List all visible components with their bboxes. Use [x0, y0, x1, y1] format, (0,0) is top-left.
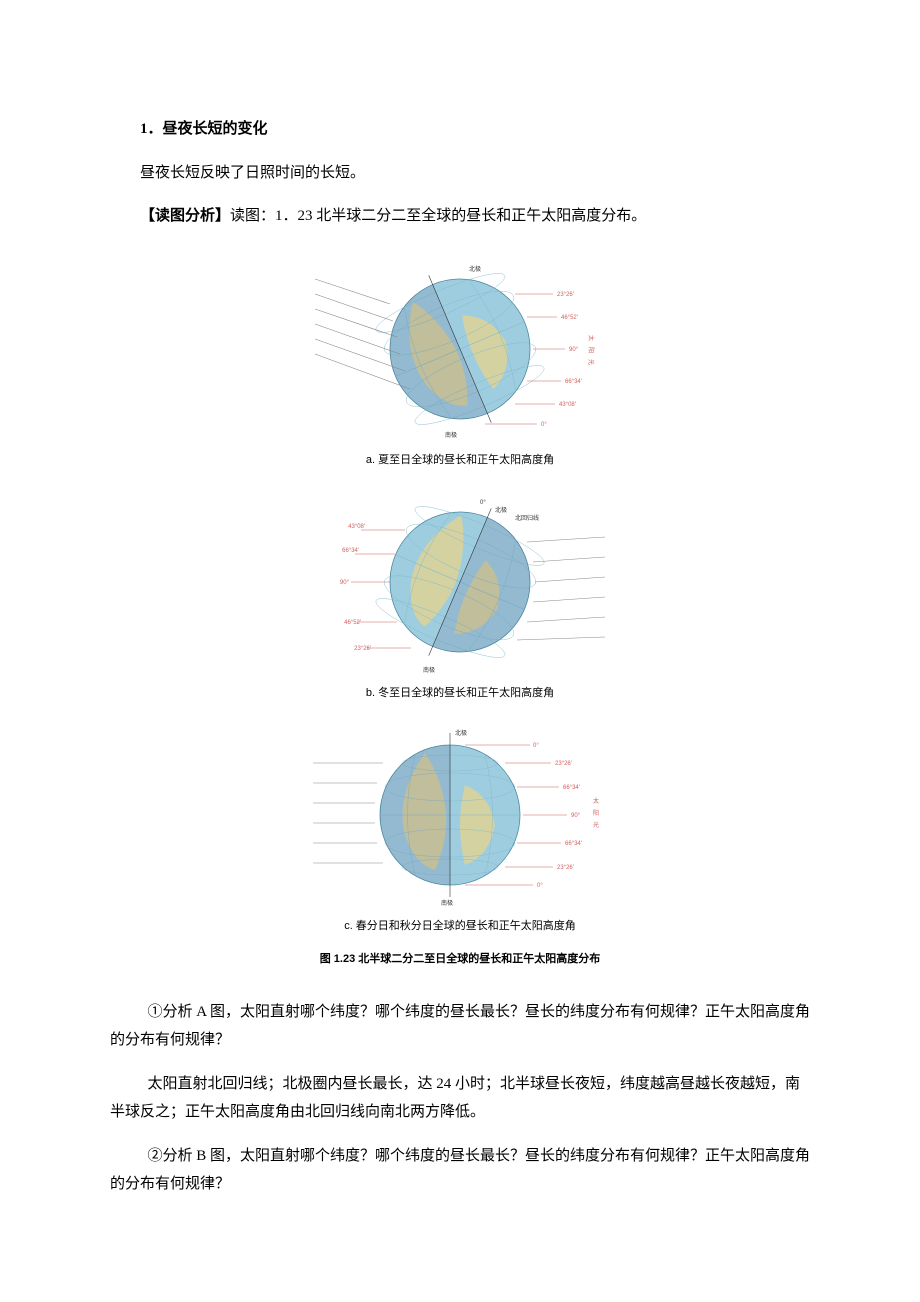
lbl-a-5: 0°	[541, 422, 547, 428]
lbl-a-0: 23°26′	[557, 292, 575, 298]
read-analysis-label: 【读图分析】	[140, 208, 230, 224]
question-1: ①分析 A 图，太阳直射哪个纬度？哪个纬度的昼长最长？昼长的纬度分布有何规律？正…	[110, 998, 810, 1055]
panel-a: 23°26′ 46°52′ 90° 66°34′ 43°08′ 0° 北极 南极…	[305, 249, 615, 468]
read-analysis-line: 【读图分析】读图：1．23 北半球二分二至全球的昼长和正午太阳高度分布。	[110, 202, 810, 231]
document-page: 1．昼夜长短的变化 昼夜长短反映了日照时间的长短。 【读图分析】读图：1．23 …	[0, 0, 920, 1294]
figure-main-caption: 图 1.23 北半球二分二至日全球的昼长和正午太阳高度分布	[305, 949, 615, 970]
panel-c: 0° 23°26′ 66°34′ 90° 66°34′ 23°26′ 0° 北极…	[305, 715, 615, 934]
heading-text: 1．昼夜长短的变化	[140, 121, 268, 137]
panel-b-caption: b. 冬至日全球的昼长和正午太阳高度角	[305, 686, 615, 701]
sun-a2: 阳	[587, 347, 595, 353]
lbl-b-4: 23°26′	[354, 646, 372, 652]
intro-line: 昼夜长短反映了日照时间的长短。	[110, 159, 810, 188]
tropic-n-b: 北回归线	[515, 514, 539, 522]
lbl-a-2: 90°	[569, 347, 579, 353]
lbl-b-r0: 0°	[480, 500, 486, 506]
pole-s-b: 南极	[423, 666, 435, 674]
figure-block: 23°26′ 46°52′ 90° 66°34′ 43°08′ 0° 北极 南极…	[305, 249, 615, 970]
pole-s-a: 南极	[445, 431, 457, 439]
pole-n-a: 北极	[469, 265, 481, 273]
lbl-a-1: 46°52′	[561, 315, 579, 321]
lbl-b-1: 66°34′	[342, 548, 360, 554]
lbl-c-4: 66°34′	[565, 841, 583, 847]
panel-b: 43°08′ 66°34′ 90° 46°52′ 23°26′ 0° 北极 南极…	[305, 482, 615, 701]
sun-a: 太	[587, 335, 595, 341]
lbl-c-1: 23°26′	[555, 761, 573, 767]
pole-n-b: 北极	[495, 506, 507, 514]
sun-c1: 太	[593, 797, 599, 805]
sun-c2: 阳	[593, 809, 599, 817]
lbl-c-0: 0°	[533, 743, 539, 749]
lbl-b-0: 43°08′	[348, 524, 366, 530]
panel-a-caption: a. 夏至日全球的昼长和正午太阳高度角	[305, 453, 615, 468]
globe-a-svg: 23°26′ 46°52′ 90° 66°34′ 43°08′ 0° 北极 南极…	[305, 249, 615, 449]
lbl-a-3: 66°34′	[565, 379, 583, 385]
panel-c-caption: c. 春分日和秋分日全球的昼长和正午太阳高度角	[305, 919, 615, 934]
question-2: ②分析 B 图，太阳直射哪个纬度？哪个纬度的昼长最长？昼长的纬度分布有何规律？正…	[110, 1142, 810, 1199]
lbl-c-2: 66°34′	[563, 785, 581, 791]
lbl-c-3: 90°	[571, 813, 581, 819]
lbl-b-2: 90°	[340, 580, 350, 586]
pole-n-c: 北极	[455, 729, 467, 737]
globe-b-svg: 43°08′ 66°34′ 90° 46°52′ 23°26′ 0° 北极 南极…	[305, 482, 615, 682]
sun-a3: 光	[587, 359, 595, 365]
lbl-c-5: 23°26′	[557, 865, 575, 871]
read-analysis-text: 读图：1．23 北半球二分二至全球的昼长和正午太阳高度分布。	[230, 208, 646, 224]
lbl-a-4: 43°08′	[559, 402, 577, 408]
answer-1: 太阳直射北回归线；北极圈内昼长最长，达 24 小时；北半球昼长夜短，纬度越高昼越…	[110, 1070, 810, 1127]
lbl-b-3: 46°52′	[344, 620, 362, 626]
sun-c3: 光	[593, 821, 599, 829]
globe-c-svg: 0° 23°26′ 66°34′ 90° 66°34′ 23°26′ 0° 北极…	[305, 715, 615, 915]
lbl-c-6: 0°	[537, 883, 543, 889]
section-heading: 1．昼夜长短的变化	[110, 115, 810, 144]
pole-s-c: 南极	[441, 899, 453, 907]
